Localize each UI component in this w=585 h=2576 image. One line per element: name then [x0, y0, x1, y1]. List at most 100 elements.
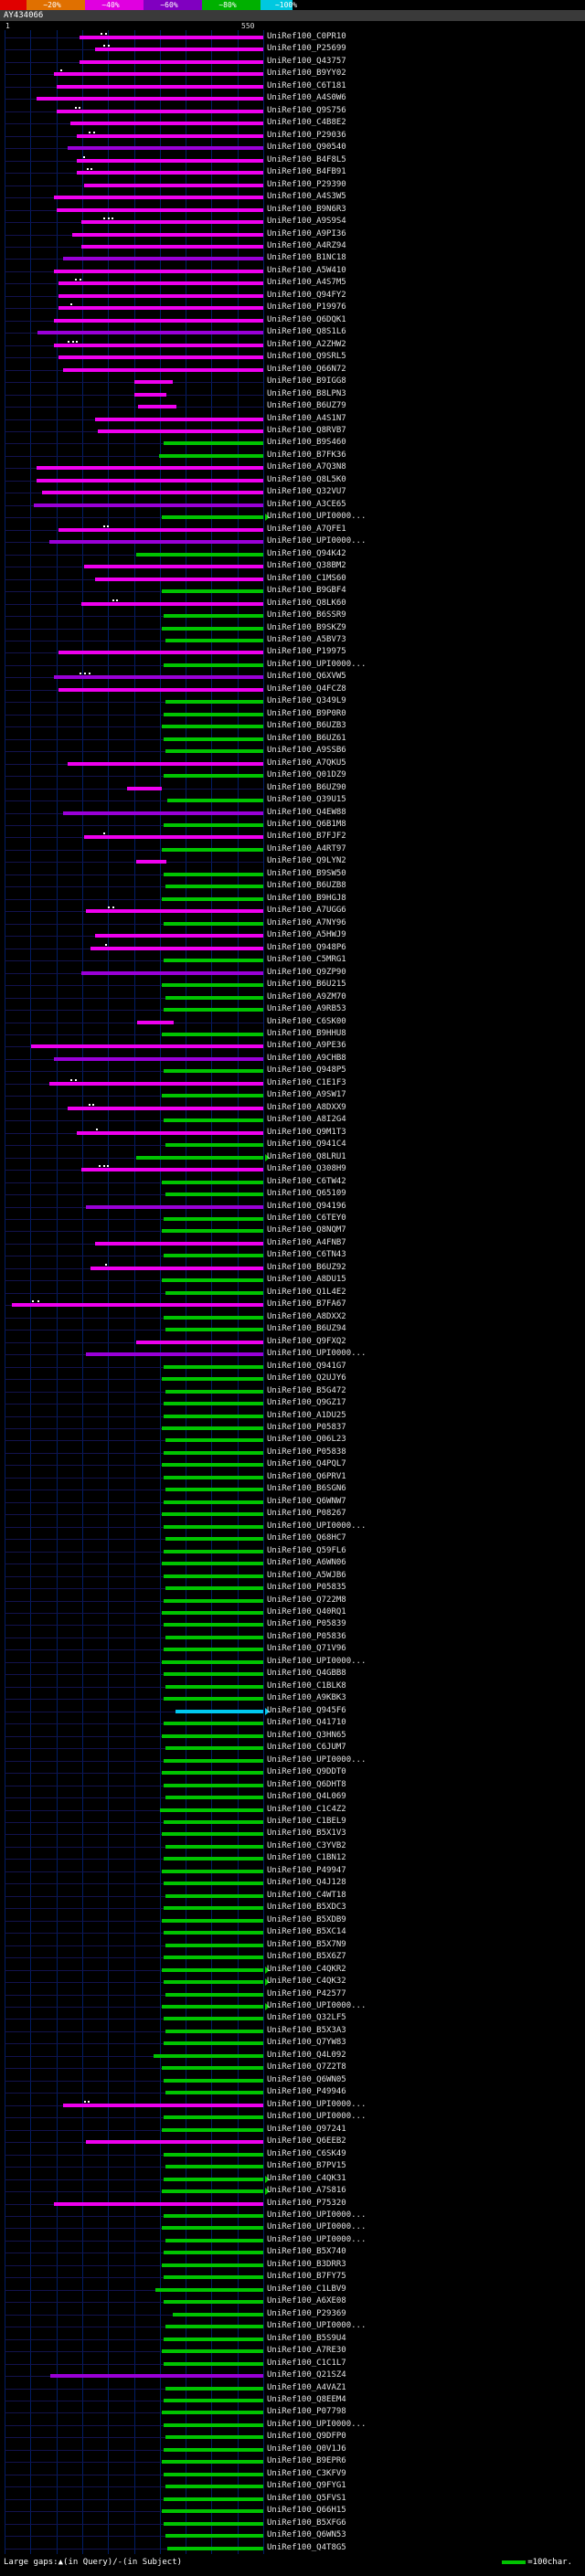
hit-id-link[interactable]: UniRef100_A4RZ94: [267, 240, 346, 250]
hit-id-link[interactable]: UniRef100_Q40RQ1: [267, 1607, 346, 1617]
hit-bar[interactable]: [163, 959, 263, 963]
hit-id-link[interactable]: UniRef100_P25699: [267, 44, 346, 54]
hit-bar[interactable]: [163, 872, 263, 876]
hit-bar[interactable]: [165, 1537, 263, 1542]
hit-bar[interactable]: [86, 2140, 263, 2145]
hit-id-link[interactable]: UniRef100_UPI0000...: [267, 1656, 367, 1666]
hit-bar[interactable]: [163, 1524, 263, 1529]
hit-bar[interactable]: [90, 1266, 263, 1270]
hit-bar[interactable]: [163, 2447, 263, 2452]
hit-id-link[interactable]: UniRef100_A9KBK3: [267, 1693, 346, 1703]
hit-bar[interactable]: [161, 2005, 263, 2009]
hit-bar[interactable]: [163, 2472, 263, 2476]
hit-bar[interactable]: [161, 515, 263, 520]
hit-bar[interactable]: [161, 1967, 263, 1972]
hit-id-link[interactable]: UniRef100_A6WN06: [267, 1558, 346, 1568]
hit-id-link[interactable]: UniRef100_B7FJF2: [267, 832, 346, 842]
hit-id-link[interactable]: UniRef100_P42577: [267, 1988, 346, 1998]
hit-bar[interactable]: [163, 1549, 263, 1553]
hit-id-link[interactable]: UniRef100_Q3HN65: [267, 1730, 346, 1740]
hit-id-link[interactable]: UniRef100_B6UZ92: [267, 1262, 346, 1272]
hit-id-link[interactable]: UniRef100_Q948P5: [267, 1065, 346, 1076]
hit-id-link[interactable]: UniRef100_Q8LRU1: [267, 1151, 346, 1161]
hit-bar[interactable]: [76, 133, 263, 138]
hit-id-link[interactable]: UniRef100_B7FA67: [267, 1299, 346, 1309]
hit-bar[interactable]: [86, 1204, 263, 1209]
hit-bar[interactable]: [161, 2509, 263, 2514]
hit-id-link[interactable]: UniRef100_C1LBV9: [267, 2284, 346, 2294]
hit-bar[interactable]: [163, 2251, 263, 2255]
hit-id-link[interactable]: UniRef100_C1E1F3: [267, 1077, 346, 1087]
hit-bar[interactable]: [165, 2325, 263, 2329]
hit-id-link[interactable]: UniRef100_Q41710: [267, 1718, 346, 1728]
hit-id-link[interactable]: UniRef100_A5BV73: [267, 634, 346, 644]
hit-bar[interactable]: [163, 1956, 263, 1960]
hit-bar[interactable]: [163, 663, 263, 667]
hit-id-link[interactable]: UniRef100_Q4L092: [267, 2050, 346, 2060]
hit-id-link[interactable]: UniRef100_B6SSR9: [267, 610, 346, 620]
hit-id-link[interactable]: UniRef100_C1MS60: [267, 573, 346, 583]
hit-id-link[interactable]: UniRef100_A8DXX9: [267, 1102, 346, 1112]
hit-id-link[interactable]: UniRef100_B5XC14: [267, 1927, 346, 1937]
hit-id-link[interactable]: UniRef100_Q66N72: [267, 364, 346, 374]
hit-id-link[interactable]: UniRef100_B9YY02: [267, 69, 346, 79]
hit-id-link[interactable]: UniRef100_B9SW50: [267, 868, 346, 878]
hit-id-link[interactable]: UniRef100_UPI0000...: [267, 2321, 367, 2331]
hit-id-link[interactable]: UniRef100_B5XDB9: [267, 1914, 346, 1924]
hit-bar[interactable]: [163, 1500, 263, 1504]
hit-bar[interactable]: [163, 1697, 263, 1701]
hit-id-link[interactable]: UniRef100_A7RE30: [267, 2346, 346, 2356]
hit-bar[interactable]: [161, 2460, 263, 2465]
hit-id-link[interactable]: UniRef100_Q948P6: [267, 942, 346, 952]
hit-id-link[interactable]: UniRef100_P29369: [267, 2308, 346, 2318]
hit-bar[interactable]: [161, 1733, 263, 1738]
hit-bar[interactable]: [161, 1463, 263, 1468]
hit-bar[interactable]: [154, 2053, 263, 2058]
hit-id-link[interactable]: UniRef100_C3KFV9: [267, 2468, 346, 2478]
hit-id-link[interactable]: UniRef100_A5HWJ9: [267, 930, 346, 940]
hit-id-link[interactable]: UniRef100_Q9SRL5: [267, 352, 346, 362]
hit-id-link[interactable]: UniRef100_A4FNB7: [267, 1237, 346, 1247]
hit-bar[interactable]: [163, 2300, 263, 2305]
hit-id-link[interactable]: UniRef100_Q59FL6: [267, 1545, 346, 1555]
hit-bar[interactable]: [163, 1819, 263, 1824]
hit-bar[interactable]: [62, 811, 263, 815]
hit-bar[interactable]: [86, 909, 263, 914]
hit-bar[interactable]: [161, 1180, 263, 1184]
hit-id-link[interactable]: UniRef100_C1BLK8: [267, 1680, 346, 1691]
hit-id-link[interactable]: UniRef100_B7FK36: [267, 450, 346, 460]
hit-bar[interactable]: [161, 1918, 263, 1923]
hit-id-link[interactable]: UniRef100_UPI0000...: [267, 536, 367, 546]
hit-bar[interactable]: [163, 2496, 263, 2501]
hit-bar[interactable]: [84, 835, 263, 840]
hit-id-link[interactable]: UniRef100_B9HHU8: [267, 1028, 346, 1038]
hit-id-link[interactable]: UniRef100_B5XDC3: [267, 1903, 346, 1913]
hit-bar[interactable]: [62, 367, 263, 372]
hit-bar[interactable]: [54, 196, 263, 200]
hit-bar[interactable]: [165, 2238, 263, 2242]
hit-id-link[interactable]: UniRef100_C6TN43: [267, 1250, 346, 1260]
hit-bar[interactable]: [165, 1143, 263, 1148]
hit-id-link[interactable]: UniRef100_P29390: [267, 179, 346, 189]
hit-id-link[interactable]: UniRef100_B4FB91: [267, 167, 346, 177]
hit-id-link[interactable]: UniRef100_B7PV15: [267, 2161, 346, 2171]
hit-id-link[interactable]: UniRef100_C4WT18: [267, 1890, 346, 1900]
hit-id-link[interactable]: UniRef100_B6UZ90: [267, 782, 346, 792]
hit-bar[interactable]: [172, 2312, 263, 2316]
hit-bar[interactable]: [76, 158, 263, 163]
hit-bar[interactable]: [48, 540, 263, 545]
hit-id-link[interactable]: UniRef100_P08267: [267, 1509, 346, 1519]
hit-bar[interactable]: [163, 1217, 263, 1221]
hit-bar[interactable]: [54, 675, 263, 680]
hit-bar[interactable]: [158, 453, 263, 458]
hit-bar[interactable]: [163, 2041, 263, 2046]
hit-bar[interactable]: [36, 478, 263, 482]
hit-id-link[interactable]: UniRef100_B9EPR6: [267, 2456, 346, 2466]
hit-bar[interactable]: [175, 1709, 263, 1713]
hit-bar[interactable]: [81, 1168, 263, 1172]
hit-bar[interactable]: [165, 1893, 263, 1898]
hit-bar[interactable]: [163, 1882, 263, 1886]
hit-id-link[interactable]: UniRef100_B9SKZ9: [267, 622, 346, 632]
hit-bar[interactable]: [58, 527, 263, 532]
hit-bar[interactable]: [58, 355, 263, 360]
